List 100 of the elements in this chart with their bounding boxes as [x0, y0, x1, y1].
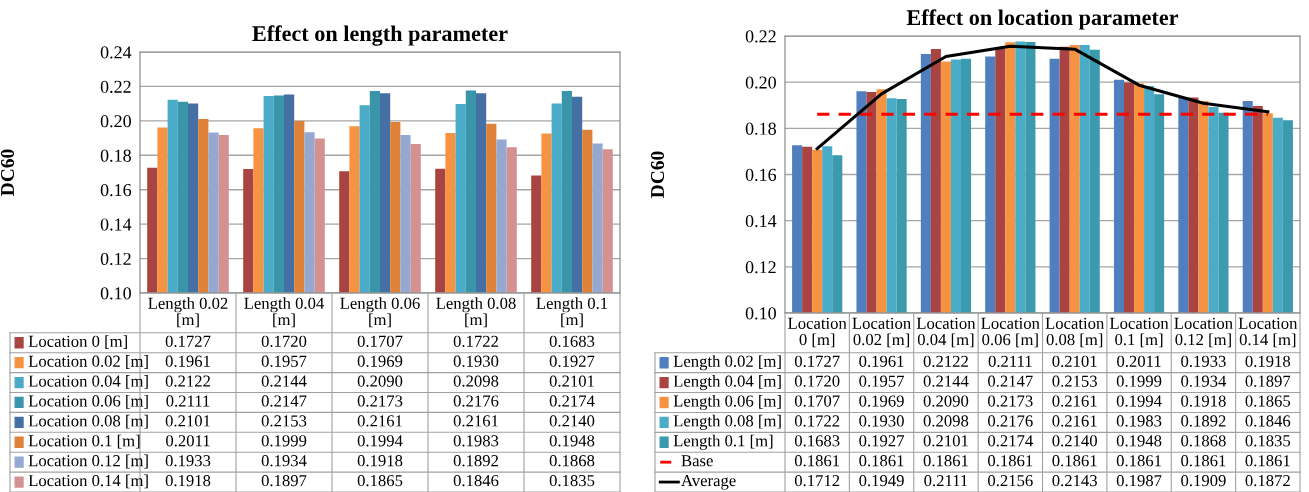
legend-label: Average [681, 475, 736, 490]
data-label: 0.2090 [923, 395, 969, 407]
data-label: 0.1872 [1245, 474, 1290, 487]
legend-label: Location 0.14 [m] [28, 474, 148, 489]
data-label: 0.2161 [453, 415, 498, 427]
y-tick-label: 0.20 [100, 115, 131, 128]
data-label: 0.1722 [794, 415, 840, 427]
data-label: 0.1999 [261, 435, 307, 447]
data-label: 0.1983 [453, 435, 499, 447]
data-label: 0.2174 [988, 435, 1033, 447]
data-label: 0.2101 [549, 375, 594, 387]
data-label: 0.1892 [1181, 415, 1226, 427]
data-label: 0.2161 [1052, 395, 1097, 407]
y-tick-label: 0.16 [100, 183, 132, 197]
data-label: 0.2098 [923, 415, 969, 427]
data-label: 0.1861 [1116, 455, 1161, 467]
data-label: 0.1861 [988, 455, 1033, 467]
y-tick-label: 0.10 [100, 287, 131, 300]
data-label: 0.1994 [357, 435, 403, 447]
data-label: 0.2176 [988, 415, 1033, 427]
legend-label: Length 0.06 [m] [673, 394, 781, 411]
data-label: 0.1861 [859, 455, 904, 467]
data-label: 0.1861 [1245, 455, 1290, 467]
data-label: 0.1961 [165, 355, 210, 367]
data-label: 0.2156 [988, 474, 1033, 487]
data-label: 0.2144 [261, 375, 307, 387]
x-tick-label: Location 0.14 [m] [1238, 317, 1298, 348]
y-tick-label: 0.24 [100, 46, 132, 59]
x-tick-label: Length 0.1 [m] [536, 297, 608, 328]
data-label: 0.1720 [794, 375, 840, 387]
data-label: 0.2153 [1052, 375, 1097, 387]
chart-title: Effect on length parameter [252, 25, 508, 46]
data-label: 0.1987 [1116, 474, 1162, 487]
data-label: 0.2173 [988, 395, 1033, 407]
data-label: 0.1948 [1116, 435, 1162, 447]
data-label: 0.2101 [923, 435, 968, 447]
data-label: 0.1727 [165, 335, 211, 347]
data-label: 0.2161 [357, 415, 402, 427]
y-tick-label: 0.16 [745, 168, 777, 182]
data-label: 0.1918 [1245, 355, 1291, 367]
data-label: 0.1846 [453, 474, 499, 487]
data-label: 0.1897 [261, 474, 307, 487]
data-label: 0.1868 [549, 455, 595, 467]
data-label: 0.1712 [794, 474, 840, 487]
data-label: 0.2147 [261, 395, 307, 407]
y-tick-label: 0.18 [745, 122, 776, 135]
data-label: 0.1930 [859, 415, 904, 427]
x-tick-label: Location 0.08 [m] [1045, 317, 1105, 348]
data-label: 0.1727 [794, 355, 840, 367]
data-label: 0.2144 [923, 375, 969, 387]
data-label: 0.2111 [166, 395, 210, 407]
data-label: 0.1865 [357, 474, 403, 487]
y-axis-title: DC60 [650, 151, 665, 198]
data-label: 0.2173 [357, 395, 403, 407]
data-label: 0.1930 [453, 355, 499, 367]
legend-label: Location 0.12 [m] [28, 454, 148, 469]
data-label: 0.1683 [794, 435, 840, 447]
data-label: 0.2122 [165, 375, 210, 387]
y-tick-label: 0.14 [100, 218, 132, 231]
x-tick-label: Location 0.06 [m] [981, 317, 1040, 348]
data-label: 0.1934 [261, 455, 307, 467]
data-label: 0.1933 [165, 455, 211, 467]
x-tick-label: Length 0.06 [m] [340, 297, 420, 328]
data-label: 0.1897 [1245, 375, 1291, 387]
x-tick-label: Length 0.04 [m] [244, 297, 325, 328]
x-tick-label: Location 0 [m] [788, 317, 847, 348]
data-label: 0.2090 [357, 375, 403, 387]
data-label: 0.1846 [1245, 415, 1291, 427]
legend-label: Location 0.02 [m] [28, 355, 148, 369]
data-label: 0.2011 [166, 435, 210, 447]
x-tick-label: Location 0.02 [m] [852, 317, 911, 348]
data-label: 0.1969 [859, 395, 904, 407]
data-label: 0.1868 [1181, 435, 1226, 447]
data-label: 0.1933 [1181, 355, 1226, 367]
y-tick-label: 0.22 [100, 80, 131, 93]
data-label: 0.1969 [357, 355, 403, 367]
legend-label: Base [681, 455, 713, 467]
data-label: 0.1720 [261, 335, 307, 347]
y-tick-label: 0.10 [745, 307, 776, 320]
data-label: 0.2111 [988, 355, 1032, 367]
x-tick-label: Location 0.1 [m] [1109, 317, 1169, 348]
line-series [815, 44, 1270, 151]
data-label: 0.1861 [923, 455, 968, 467]
data-label: 0.2101 [165, 415, 210, 427]
data-label: 0.2147 [988, 375, 1033, 387]
x-tick-label: Location 0.12 [m] [1174, 317, 1233, 348]
data-label: 0.1835 [1245, 435, 1291, 447]
data-label: 0.2174 [549, 395, 595, 407]
data-label: 0.2111 [924, 474, 968, 487]
data-label: 0.2153 [261, 415, 307, 427]
data-label: 0.1861 [1052, 455, 1097, 467]
legend-label: Length 0.1 [m] [673, 434, 773, 450]
data-label: 0.1707 [357, 335, 403, 347]
data-label: 0.2098 [453, 375, 499, 387]
legend-label: Length 0.08 [m] [673, 414, 781, 430]
data-label: 0.1983 [1116, 415, 1162, 427]
data-label: 0.2122 [923, 355, 968, 367]
legend-label: Location 0.08 [m] [28, 414, 148, 429]
y-tick-label: 0.14 [745, 214, 777, 228]
x-tick-label: Length 0.02 [m] [148, 297, 228, 328]
